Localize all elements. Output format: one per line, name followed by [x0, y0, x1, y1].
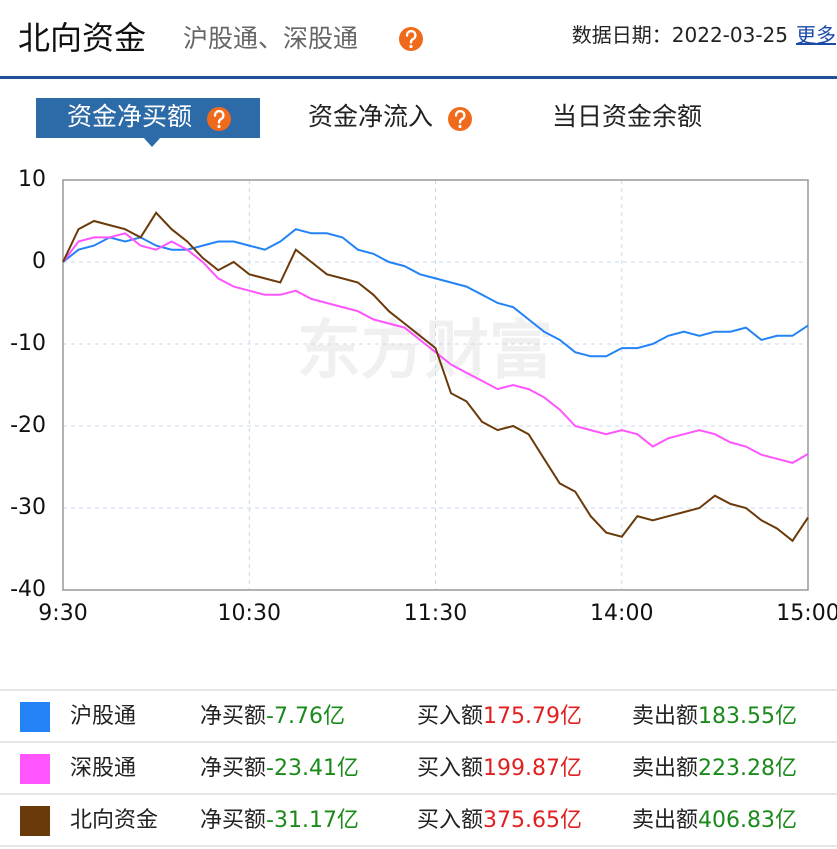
summary-label: 净买额 [200, 808, 266, 833]
summary-value: 183.55亿 [698, 704, 797, 729]
summary-value: -7.76亿 [266, 704, 345, 729]
summary-cell: 买入额199.87亿 [417, 756, 582, 781]
more-link[interactable]: 更多 [796, 23, 836, 47]
summary-cell: 买入额375.65亿 [417, 808, 582, 833]
summary-label: 买入额 [417, 756, 483, 781]
y-tick-label: -20 [10, 413, 46, 438]
summary-cell: 卖出额183.55亿 [632, 704, 797, 729]
x-tick-label: 9:30 [38, 601, 87, 626]
summary-label: 净买额 [200, 704, 266, 729]
x-tick-label: 11:30 [404, 601, 467, 626]
x-tick-label: 15:00 [776, 601, 837, 626]
legend-swatch [20, 754, 50, 784]
y-tick-label: 10 [18, 167, 46, 192]
summary-cell: 买入额175.79亿 [417, 704, 582, 729]
legend-swatch [20, 702, 50, 732]
title: 北向资金 [18, 19, 146, 57]
tab[interactable]: 资金净买额 [67, 102, 192, 131]
help-icon[interactable] [448, 107, 472, 131]
plot-frame [62, 179, 809, 591]
y-tick-label: -30 [10, 495, 46, 520]
summary-cell: 净买额-23.41亿 [200, 756, 359, 781]
date: 2022-03-25 [672, 23, 788, 47]
y-tick-label: -10 [10, 331, 46, 356]
summary-label: 净买额 [200, 756, 266, 781]
y-tick-label: 0 [32, 249, 46, 274]
date-label: 数据日期： [572, 23, 672, 47]
summary-value: 375.65亿 [483, 808, 582, 833]
summary-value: 199.87亿 [483, 756, 582, 781]
summary-value: -23.41亿 [266, 756, 359, 781]
summary-cell: 净买额-31.17亿 [200, 808, 359, 833]
summary-value: 406.83亿 [698, 808, 797, 833]
watermark: 东方财富 [297, 315, 553, 389]
header-rule [0, 76, 837, 79]
tab[interactable]: 当日资金余额 [552, 102, 702, 131]
tab-pointer [143, 137, 161, 147]
summary-cell: 卖出额223.28亿 [632, 756, 797, 781]
line-series [62, 211, 809, 543]
summary-cell: 卖出额406.83亿 [632, 808, 797, 833]
legend-label: 深股通 [70, 756, 136, 781]
summary-cell: 净买额-7.76亿 [200, 704, 345, 729]
summary-label: 卖出额 [632, 704, 698, 729]
tab[interactable]: 资金净流入 [308, 102, 433, 131]
x-tick-label: 10:30 [218, 601, 281, 626]
x-tick-label: 14:00 [590, 601, 653, 626]
summary-label: 卖出额 [632, 808, 698, 833]
y-tick-label: -40 [10, 577, 46, 602]
summary-value: 223.28亿 [698, 756, 797, 781]
help-icon[interactable] [399, 27, 423, 51]
summary-value: 175.79亿 [483, 704, 582, 729]
legend-swatch [20, 806, 50, 836]
date-line: 数据日期：2022-03-25 更多 [572, 23, 836, 47]
summary-value: -31.17亿 [266, 808, 359, 833]
summary-label: 买入额 [417, 808, 483, 833]
summary-label: 卖出额 [632, 756, 698, 781]
subtitle: 沪股通、深股通 [183, 24, 358, 53]
help-icon[interactable] [207, 107, 231, 131]
legend-label: 北向资金 [70, 808, 158, 833]
legend-label: 沪股通 [70, 704, 136, 729]
summary-label: 买入额 [417, 704, 483, 729]
line-series [62, 232, 809, 464]
